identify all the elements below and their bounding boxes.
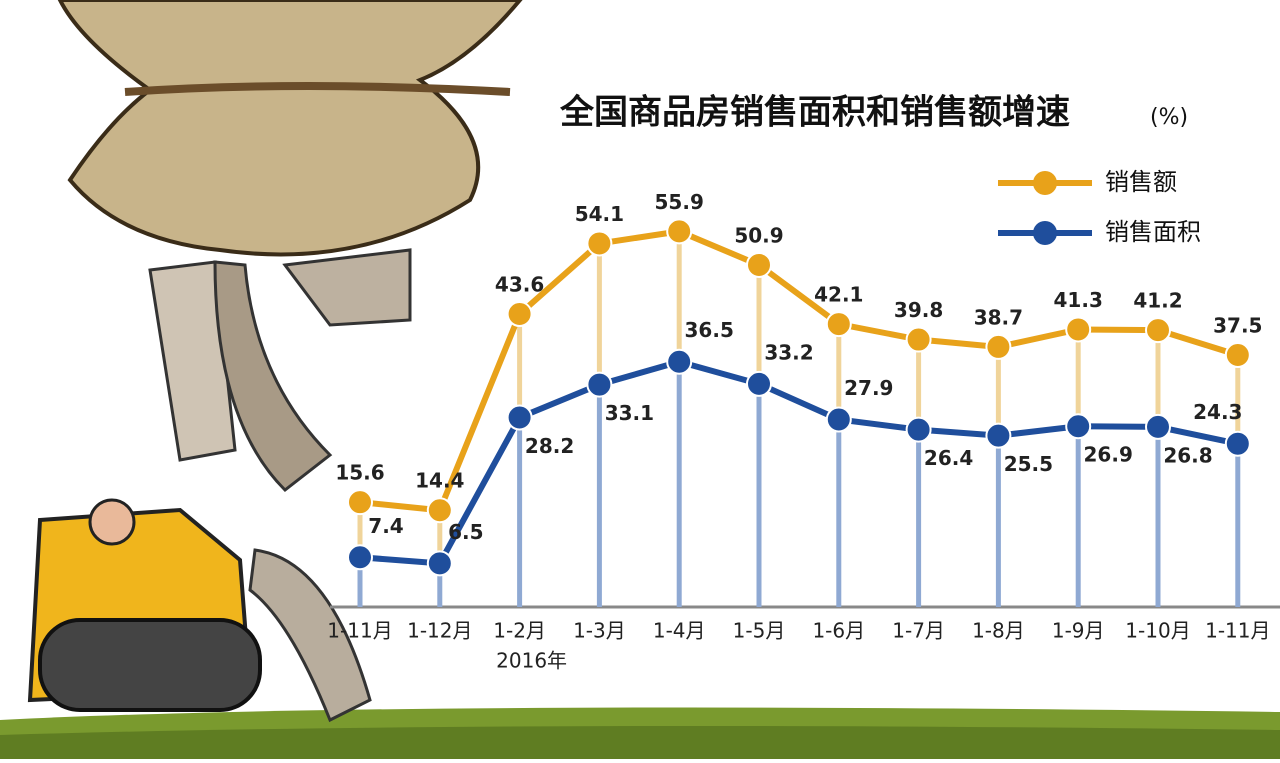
data-point — [1224, 342, 1251, 368]
data-point — [985, 333, 1012, 360]
data-point — [666, 218, 693, 245]
legend-marker — [1033, 171, 1057, 195]
data-label: 54.1 — [575, 202, 624, 226]
data-label: 6.5 — [448, 520, 483, 544]
data-label: 33.2 — [764, 340, 813, 364]
legend-marker — [1033, 221, 1057, 245]
data-label: 27.9 — [844, 376, 893, 400]
data-point — [347, 489, 373, 516]
data-label: 26.9 — [1084, 443, 1133, 467]
data-label: 26.4 — [924, 446, 973, 470]
data-point — [825, 311, 852, 338]
annotation: 2016年 — [496, 649, 567, 673]
data-point — [746, 370, 772, 397]
data-point — [1145, 317, 1171, 344]
data-point — [1224, 430, 1251, 457]
series-line — [359, 358, 1239, 567]
x-tick-label: 1-4月 — [653, 619, 706, 643]
data-label: 7.4 — [368, 514, 403, 538]
data-point — [905, 416, 932, 443]
data-label: 41.2 — [1133, 289, 1182, 313]
data-point — [666, 348, 693, 375]
chart-title: 全国商品房销售面积和销售额增速 — [559, 93, 1070, 133]
data-label: 43.6 — [495, 273, 544, 297]
data-label: 37.5 — [1213, 314, 1262, 338]
data-label: 36.5 — [685, 318, 734, 342]
data-point — [506, 404, 533, 431]
data-point — [905, 326, 932, 353]
data-label: 14.4 — [415, 469, 464, 493]
data-label: 38.7 — [974, 305, 1023, 329]
data-point — [746, 251, 772, 278]
x-tick-label: 1-7月 — [892, 619, 945, 643]
x-tick-label: 1-8月 — [972, 619, 1025, 643]
x-tick-label: 1-3月 — [573, 619, 626, 643]
data-label: 25.5 — [1004, 452, 1053, 476]
x-tick-label: 1-12月 — [407, 619, 472, 643]
x-tick-label: 1-5月 — [733, 619, 786, 643]
data-point — [506, 301, 533, 328]
x-tick-label: 1-10月 — [1125, 619, 1190, 643]
data-point — [586, 230, 613, 257]
data-point — [1065, 413, 1092, 440]
data-label: 39.8 — [894, 298, 943, 322]
unit-label: (%) — [1150, 105, 1188, 130]
data-label: 24.3 — [1193, 400, 1242, 424]
x-tick-label: 1-9月 — [1052, 619, 1105, 643]
x-tick-label: 1-11月 — [327, 619, 392, 643]
data-label: 55.9 — [655, 190, 704, 214]
legend-label: 销售面积 — [1105, 218, 1201, 246]
data-label: 33.1 — [605, 401, 654, 425]
x-tick-label: 1-6月 — [812, 619, 865, 643]
data-point — [586, 371, 613, 398]
data-label: 26.8 — [1163, 443, 1212, 467]
x-tick-label: 1-11月 — [1205, 619, 1270, 643]
data-point — [825, 406, 852, 433]
legend-label: 销售额 — [1105, 168, 1177, 196]
x-tick-label: 1-2月 — [493, 619, 546, 643]
data-label: 50.9 — [734, 223, 783, 247]
data-point — [1145, 413, 1171, 440]
data-label: 28.2 — [525, 434, 574, 458]
data-label: 41.3 — [1054, 288, 1103, 312]
data-point — [1065, 316, 1092, 343]
data-point — [426, 497, 453, 524]
data-label: 42.1 — [814, 283, 863, 307]
series-line — [359, 228, 1239, 514]
data-point — [426, 550, 453, 577]
data-point — [985, 422, 1012, 449]
data-point — [347, 544, 373, 571]
data-label: 15.6 — [335, 461, 384, 485]
